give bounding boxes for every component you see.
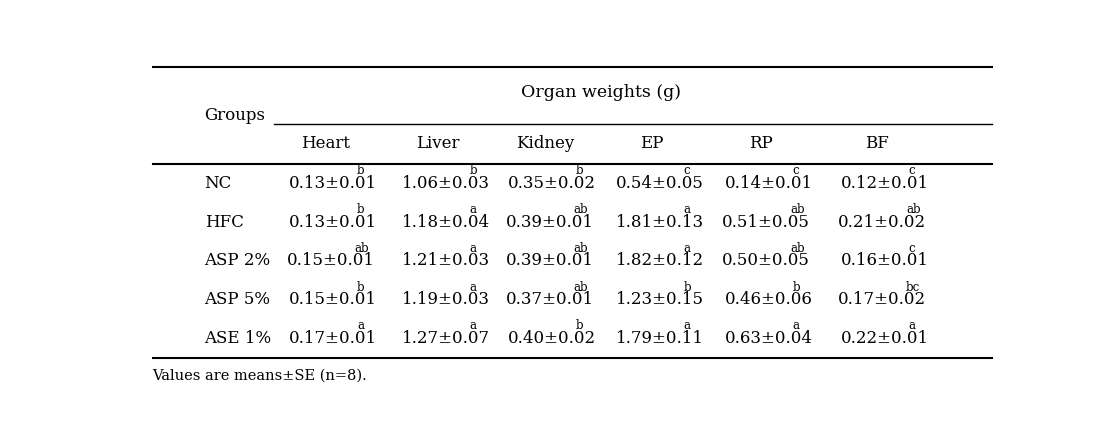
Text: b: b [576, 164, 584, 177]
Text: 0.16±0.01: 0.16±0.01 [841, 253, 928, 270]
Text: c: c [684, 164, 690, 177]
Text: 0.51±0.05: 0.51±0.05 [722, 214, 810, 231]
Text: ab: ab [906, 203, 920, 216]
Text: 1.18±0.04: 1.18±0.04 [402, 214, 490, 231]
Text: 0.54±0.05: 0.54±0.05 [615, 175, 704, 192]
Text: 0.14±0.01: 0.14±0.01 [725, 175, 813, 192]
Text: 0.37±0.01: 0.37±0.01 [506, 291, 594, 308]
Text: ab: ab [354, 242, 369, 255]
Text: 0.12±0.01: 0.12±0.01 [841, 175, 929, 192]
Text: a: a [469, 280, 477, 293]
Text: 1.82±0.12: 1.82±0.12 [615, 253, 704, 270]
Text: ASP 2%: ASP 2% [204, 253, 270, 270]
Text: ab: ab [573, 280, 588, 293]
Text: a: a [792, 319, 800, 332]
Text: Values are means±SE (n=8).: Values are means±SE (n=8). [153, 368, 367, 382]
Text: 0.35±0.02: 0.35±0.02 [508, 175, 596, 192]
Text: c: c [908, 242, 915, 255]
Text: c: c [908, 164, 915, 177]
Text: Organ weights (g): Organ weights (g) [522, 84, 681, 101]
Text: 0.63±0.04: 0.63±0.04 [725, 330, 813, 347]
Text: ab: ab [573, 203, 588, 216]
Text: BF: BF [866, 135, 889, 152]
Text: a: a [684, 242, 690, 255]
Text: 0.17±0.01: 0.17±0.01 [289, 330, 378, 347]
Text: ab: ab [790, 242, 804, 255]
Text: 0.39±0.01: 0.39±0.01 [506, 253, 593, 270]
Text: a: a [684, 203, 690, 216]
Text: b: b [357, 203, 364, 216]
Text: 0.22±0.01: 0.22±0.01 [841, 330, 929, 347]
Text: b: b [576, 319, 584, 332]
Text: 1.27±0.07: 1.27±0.07 [402, 330, 490, 347]
Text: HFC: HFC [204, 214, 244, 231]
Text: ab: ab [790, 203, 804, 216]
Text: 0.15±0.01: 0.15±0.01 [289, 291, 378, 308]
Text: 0.21±0.02: 0.21±0.02 [838, 214, 926, 231]
Text: 0.39±0.01: 0.39±0.01 [506, 214, 593, 231]
Text: ab: ab [573, 242, 588, 255]
Text: EP: EP [640, 135, 663, 152]
Text: a: a [469, 242, 477, 255]
Text: 0.40±0.02: 0.40±0.02 [508, 330, 596, 347]
Text: ASP 5%: ASP 5% [204, 291, 270, 308]
Text: 0.46±0.06: 0.46±0.06 [725, 291, 812, 308]
Text: 1.23±0.15: 1.23±0.15 [615, 291, 704, 308]
Text: b: b [357, 280, 364, 293]
Text: 0.50±0.05: 0.50±0.05 [722, 253, 810, 270]
Text: 1.79±0.11: 1.79±0.11 [615, 330, 704, 347]
Text: NC: NC [204, 175, 232, 192]
Text: a: a [469, 319, 477, 332]
Text: 0.13±0.01: 0.13±0.01 [289, 175, 378, 192]
Text: a: a [684, 319, 690, 332]
Text: a: a [469, 203, 477, 216]
Text: Groups: Groups [204, 107, 266, 124]
Text: RP: RP [750, 135, 773, 152]
Text: 1.21±0.03: 1.21±0.03 [402, 253, 490, 270]
Text: b: b [792, 280, 800, 293]
Text: c: c [792, 164, 799, 177]
Text: Liver: Liver [417, 135, 460, 152]
Text: 1.06±0.03: 1.06±0.03 [402, 175, 489, 192]
Text: Heart: Heart [302, 135, 351, 152]
Text: b: b [684, 280, 691, 293]
Text: 0.15±0.01: 0.15±0.01 [287, 253, 374, 270]
Text: a: a [908, 319, 916, 332]
Text: b: b [469, 164, 477, 177]
Text: b: b [357, 164, 364, 177]
Text: ASE 1%: ASE 1% [204, 330, 271, 347]
Text: Kidney: Kidney [516, 135, 574, 152]
Text: 1.19±0.03: 1.19±0.03 [402, 291, 489, 308]
Text: bc: bc [906, 280, 920, 293]
Text: 0.13±0.01: 0.13±0.01 [289, 214, 378, 231]
Text: a: a [357, 319, 364, 332]
Text: 1.81±0.13: 1.81±0.13 [615, 214, 704, 231]
Text: 0.17±0.02: 0.17±0.02 [838, 291, 926, 308]
